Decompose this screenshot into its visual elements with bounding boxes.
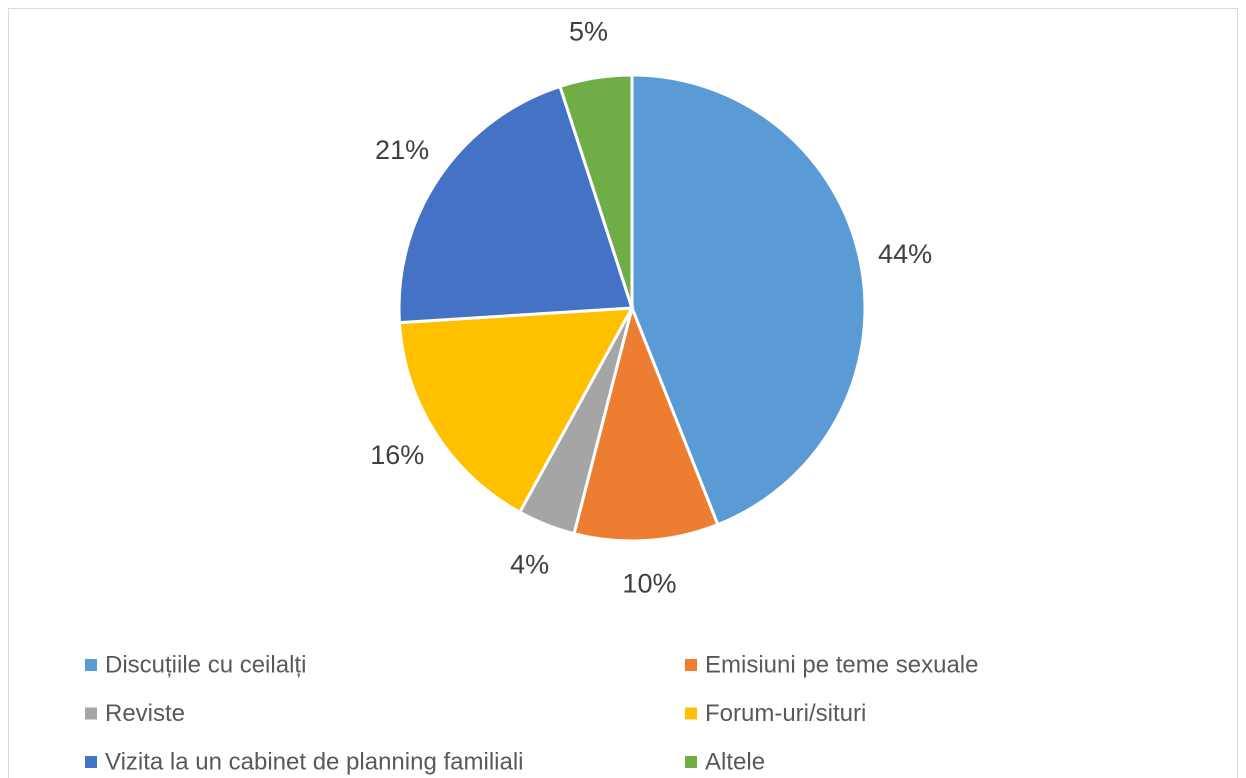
legend-swatch — [685, 707, 697, 720]
pie-slice — [397, 84, 635, 325]
pie-slice — [630, 73, 867, 527]
data-label: 44% — [878, 239, 932, 269]
legend-swatch — [685, 756, 697, 768]
legend-label: Discuțiile cu ceilalți — [105, 651, 306, 678]
legend-swatch — [85, 756, 97, 768]
pie-slice — [558, 73, 634, 309]
legend-swatch — [85, 659, 97, 671]
legend-swatch — [85, 707, 97, 720]
data-label: 4% — [510, 550, 549, 580]
data-label: 16% — [370, 440, 424, 470]
data-label: 10% — [622, 569, 676, 599]
pie-slice — [572, 303, 720, 543]
legend-label: Emisiuni pe teme sexuale — [705, 651, 978, 678]
legend-label: Vizita la un cabinet de planning familia… — [105, 748, 524, 775]
legend-swatch — [685, 659, 697, 671]
pie-slice — [397, 306, 635, 515]
legend-label: Altele — [705, 748, 765, 775]
data-label: 21% — [375, 135, 429, 165]
legend-label: Reviste — [105, 700, 185, 727]
legend-label: Forum-uri/situri — [705, 700, 866, 727]
data-label: 5% — [569, 17, 608, 47]
